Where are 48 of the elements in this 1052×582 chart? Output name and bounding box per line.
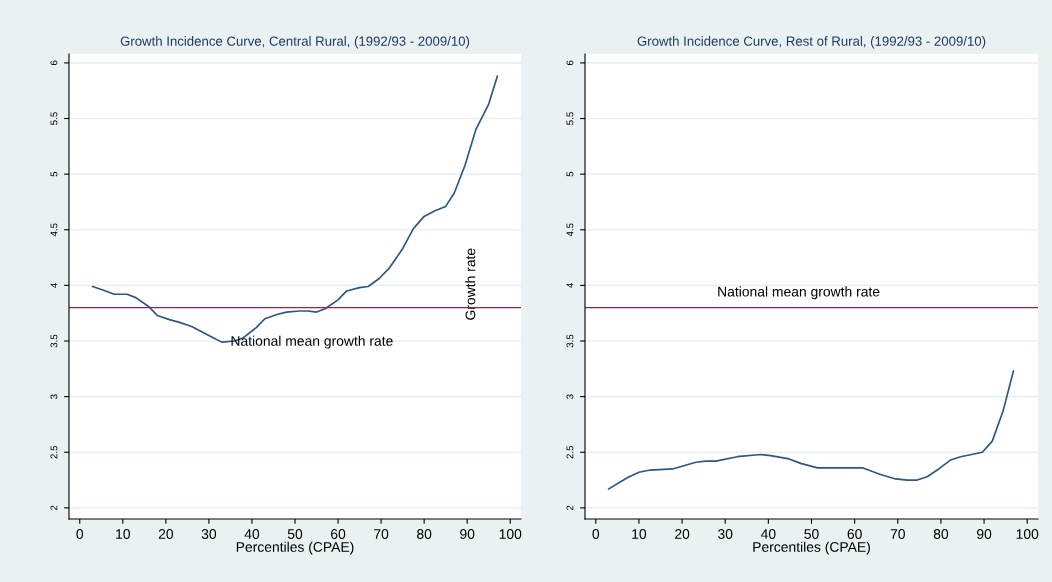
y-tick-label: 6 xyxy=(566,60,574,66)
annotation: National mean growth rate xyxy=(718,286,880,300)
line-series xyxy=(607,370,1015,490)
y-tick-label: 2.5 xyxy=(50,445,58,459)
x-tick-label: 70 xyxy=(890,529,905,539)
x-tick-label: 100 xyxy=(499,529,522,539)
y-tick-label: 3.5 xyxy=(566,334,574,348)
y-tick-label: 5 xyxy=(566,171,574,177)
y-tick-label: 6 xyxy=(50,60,58,66)
x-tick-label: 50 xyxy=(804,529,819,539)
x-tick-label: 70 xyxy=(374,529,389,539)
x-tick-label: 90 xyxy=(977,529,992,539)
y-tick-label: 5 xyxy=(50,171,58,177)
x-tick-label: 20 xyxy=(675,529,690,539)
y-tick-label: 3 xyxy=(50,394,58,399)
x-tick-label: 20 xyxy=(158,529,174,539)
x-tick-label: 100 xyxy=(1016,529,1039,539)
y-tick-label: 2.5 xyxy=(566,445,574,459)
annotation: National mean growth rate xyxy=(231,335,393,349)
x-tick-label: 80 xyxy=(933,529,949,539)
x-tick-label: 10 xyxy=(116,529,130,539)
x-axis-title: Percentiles (CPAE) xyxy=(753,541,870,555)
y-axis-title: Growth rate xyxy=(465,248,476,320)
x-tick-label: 80 xyxy=(417,529,432,539)
x-tick-label: 50 xyxy=(287,529,303,539)
x-axis-title: Percentiles (CPAE) xyxy=(236,541,354,555)
y-tick-label: 3.5 xyxy=(50,334,58,348)
y-tick-label: 4.5 xyxy=(50,223,58,237)
x-tick-label: 30 xyxy=(201,529,217,539)
x-tick-label: 0 xyxy=(592,529,600,539)
x-tick-label: 60 xyxy=(847,529,862,539)
x-tick-label: 40 xyxy=(760,529,776,539)
x-tick-label: 90 xyxy=(460,529,475,539)
x-tick-label: 40 xyxy=(244,529,260,539)
chart-title: Growth Incidence Curve, Central Rural, (1992/93 - 2009/10) xyxy=(120,36,470,49)
y-tick-label: 4.5 xyxy=(566,223,574,237)
x-tick-label: 10 xyxy=(632,529,647,539)
y-tick-label: 2 xyxy=(50,505,58,511)
chart-title: Growth Incidence Curve, Rest of Rural, (1992/93 - 2009/10) xyxy=(637,36,986,49)
y-tick-label: 5.5 xyxy=(50,112,58,125)
y-tick-label: 4 xyxy=(50,282,58,288)
y-tick-label: 3 xyxy=(566,394,574,399)
x-tick-label: 60 xyxy=(331,529,346,539)
x-tick-label: 30 xyxy=(718,529,733,539)
x-tick-label: 0 xyxy=(76,529,84,539)
y-tick-label: 2 xyxy=(566,505,574,511)
y-tick-label: 5.5 xyxy=(566,112,574,125)
y-tick-label: 4 xyxy=(566,282,574,288)
